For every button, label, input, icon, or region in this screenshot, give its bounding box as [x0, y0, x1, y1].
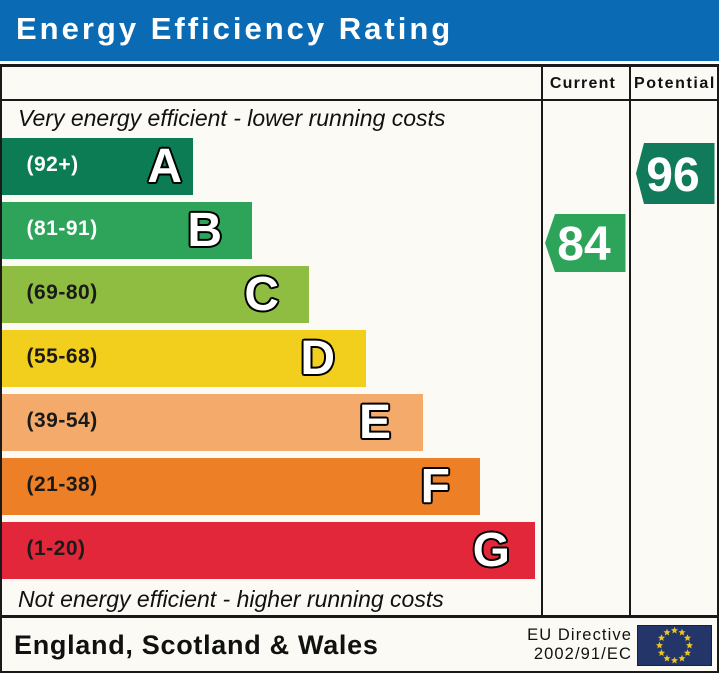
svg-text:84: 84: [557, 218, 611, 271]
svg-text:96: 96: [646, 149, 699, 202]
